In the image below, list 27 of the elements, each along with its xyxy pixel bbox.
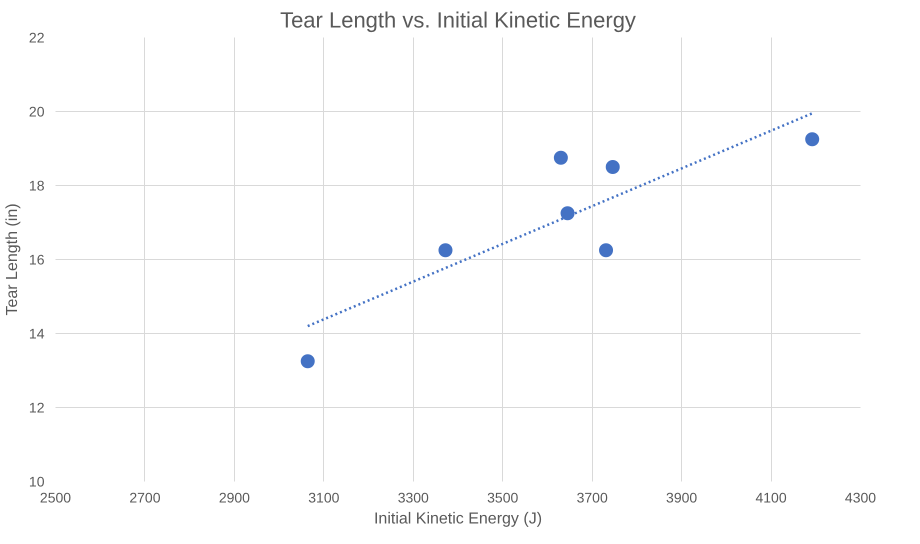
x-tick-label: 2900 <box>218 490 250 506</box>
x-tick-label: 3300 <box>398 490 430 506</box>
x-tick-label: 3900 <box>666 490 698 506</box>
point <box>560 206 575 220</box>
point <box>300 354 315 368</box>
x-tick-label: 3500 <box>487 490 519 506</box>
point <box>554 150 568 165</box>
y-tick-label: 12 <box>28 400 45 416</box>
y-tick-label: 14 <box>28 326 45 342</box>
y-tick-label: 18 <box>28 178 45 194</box>
x-tick-label: 2700 <box>129 490 161 506</box>
y-tick-label: 20 <box>28 104 45 120</box>
point <box>438 243 452 258</box>
x-tick-label: 2500 <box>40 490 72 506</box>
x-tick-label: 3700 <box>576 490 608 506</box>
point <box>599 243 614 258</box>
point <box>805 132 820 146</box>
point <box>606 160 620 174</box>
y-tick-label: 10 <box>28 474 45 490</box>
x-tick-label: 4300 <box>844 490 876 506</box>
x-axis-title: Initial Kinetic Energy (J) <box>374 510 542 528</box>
x-tick-label: 4100 <box>755 490 787 506</box>
chart-title: Tear Length vs. Initial Kinetic Energy <box>280 8 636 32</box>
y-tick-label: 16 <box>28 252 45 268</box>
x-tick-label: 3100 <box>308 490 340 506</box>
y-tick-label: 22 <box>28 30 45 46</box>
y-axis-title: Tear Length (in) <box>4 203 21 316</box>
